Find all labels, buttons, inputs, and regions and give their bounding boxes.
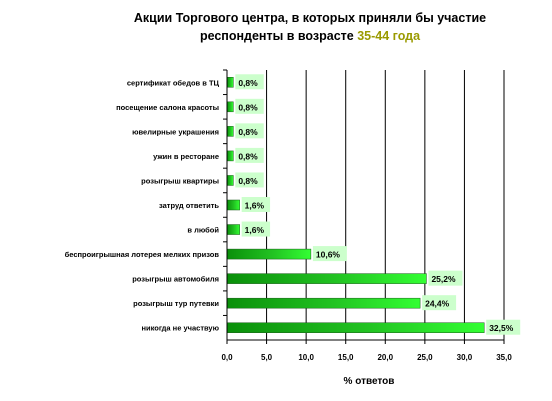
bar (226, 126, 234, 137)
chart-title-line2: респонденты в возрасте 35-44 года (200, 29, 421, 43)
category-label: ужин в ресторане (153, 152, 219, 161)
data-labels: 0,8% 0,8% 0,8% 0,8% 0,8% 1,6% 1,6% 10,6% 25,2% 24… (235, 74, 521, 335)
data-label: 0,8% (238, 151, 258, 161)
category-label: розыгрыш тур путевки (133, 299, 219, 308)
data-label-background (235, 98, 264, 114)
category-label: розыгрыш квартиры (141, 176, 219, 185)
grid-lines (223, 69, 505, 344)
x-tick-label: 10,0 (298, 353, 314, 362)
x-tick-label: 5,0 (261, 353, 273, 362)
data-label: 25,2% (431, 274, 456, 284)
data-label-background (241, 221, 271, 237)
category-labels: сертификат обедов в ТЦ посещение салона к… (65, 78, 220, 332)
data-label-background (235, 123, 264, 139)
chart-title-highlight: 35-44 года (357, 29, 421, 43)
x-tick-label: 35,0 (496, 353, 512, 362)
category-label: ювелирные украшения (132, 127, 219, 136)
x-tick-label: 25,0 (417, 353, 433, 362)
data-label: 1,6% (245, 225, 265, 235)
category-label: розыгрыш автомобиля (132, 275, 219, 284)
bars (226, 77, 485, 333)
data-label: 0,8% (238, 127, 258, 137)
data-label-background (235, 172, 264, 188)
category-label: в любой (187, 226, 219, 235)
chart-title-prefix: респонденты в возрасте (200, 29, 357, 43)
category-label: сертификат обедов в ТЦ (127, 78, 220, 87)
data-label: 0,8% (238, 102, 258, 112)
bar (226, 150, 234, 162)
x-axis-title: % ответов (344, 376, 395, 387)
x-tick-label: 15,0 (338, 353, 354, 362)
x-tick-label: 0,0 (221, 353, 233, 362)
data-label: 0,8% (238, 78, 258, 88)
bar (226, 101, 234, 113)
x-tick-labels: 0,0 5,0 10,0 15,0 20,0 25,0 30,0 35,0 (221, 353, 512, 362)
category-label: затруд ответить (159, 201, 219, 210)
bar (226, 199, 240, 211)
category-label: никогда не участвую (141, 324, 219, 333)
data-label: 10,6% (316, 250, 341, 260)
data-label-background (428, 270, 463, 286)
bar (226, 77, 234, 88)
data-label: 1,6% (245, 201, 265, 211)
bar (226, 248, 312, 260)
data-label-background (312, 246, 347, 262)
data-label-background (486, 319, 521, 335)
x-tick-label: 30,0 (457, 353, 473, 362)
data-label-background (235, 147, 264, 163)
bar (226, 273, 427, 284)
data-label-background (241, 197, 271, 212)
bar (226, 224, 240, 235)
chart-title-line1: Акции Торгового центра, в которых принял… (134, 11, 486, 25)
data-label-background (422, 295, 457, 311)
x-tick-label: 20,0 (377, 353, 393, 362)
category-label: беспроигрышная лотерея мелких призов (65, 250, 220, 259)
data-label: 24,4% (425, 299, 450, 309)
data-label-background (235, 74, 264, 90)
category-label: посещение салона красоты (116, 103, 219, 112)
bar (226, 297, 421, 309)
bar (226, 322, 485, 333)
data-label: 32,5% (489, 323, 514, 333)
bar (226, 175, 234, 186)
data-label: 0,8% (238, 176, 258, 186)
